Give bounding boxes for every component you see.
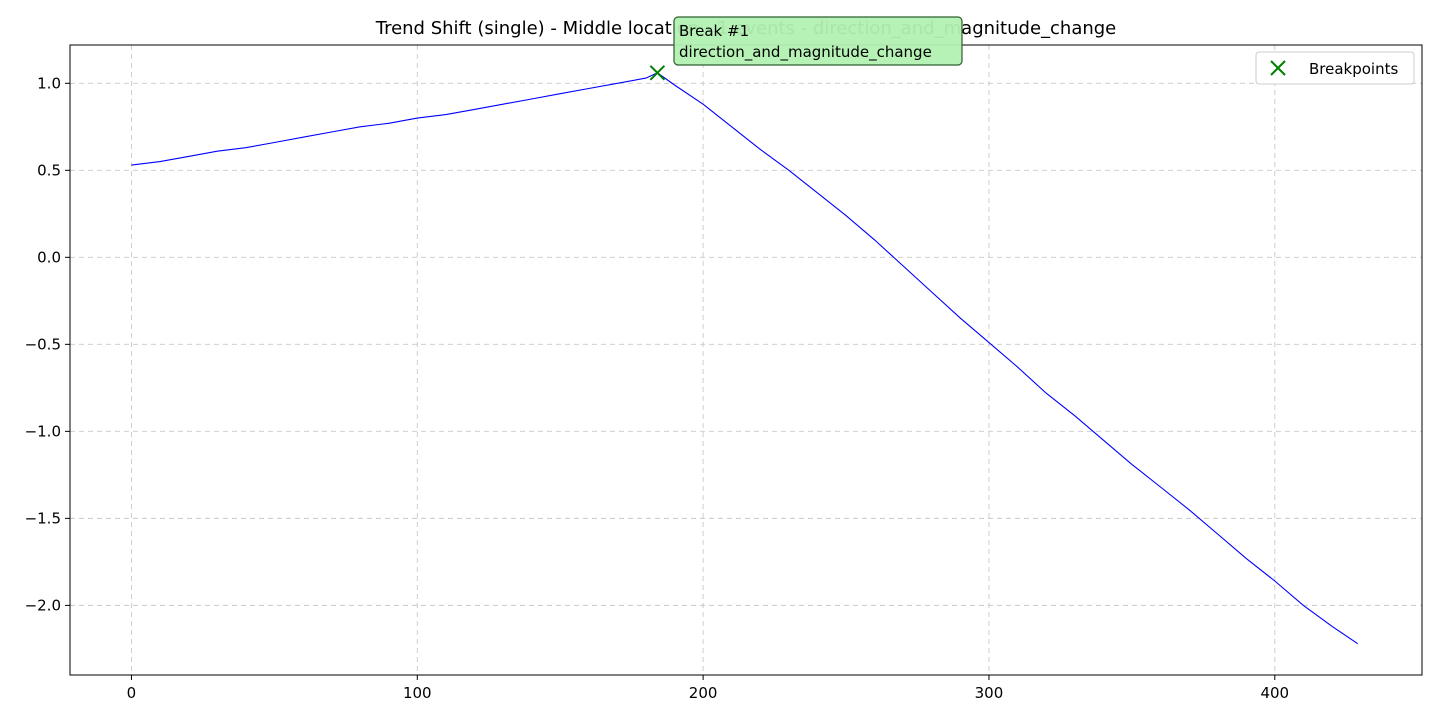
x-tick-label: 300 <box>975 684 1004 702</box>
breakpoint-marker <box>649 65 666 81</box>
y-tick-label: −0.5 <box>25 335 61 353</box>
grid <box>70 45 1422 675</box>
y-tick-label: −1.5 <box>25 509 61 527</box>
legend-box <box>1255 51 1415 85</box>
y-tick-label: −1.0 <box>25 422 61 440</box>
legend-label: Breakpoints <box>1309 60 1398 78</box>
y-tick-label: 1.0 <box>37 74 61 92</box>
legend: Breakpoints <box>1255 51 1415 85</box>
breakpoint-markers <box>649 65 666 81</box>
x-tick-label: 100 <box>403 684 432 702</box>
series-line <box>131 72 1359 645</box>
annotation-line-1: Break #1 <box>679 22 749 40</box>
y-tick-label: 0.5 <box>37 161 61 179</box>
x-tick-label: 200 <box>689 684 718 702</box>
y-tick-label: −2.0 <box>25 596 61 614</box>
y-tick-label: 0.0 <box>37 248 61 266</box>
annotation-line-2: direction_and_magnitude_change <box>679 43 932 62</box>
annotation-box <box>673 16 963 66</box>
y-axis: 1.0 0.5 0.0 −0.5 −1.0 −1.5 −2.0 <box>25 74 70 614</box>
breakpoint-marker-stroke <box>649 65 666 81</box>
x-tick-label: 400 <box>1260 684 1289 702</box>
legend-marker-x-icon <box>1270 60 1286 76</box>
x-axis: 0 100 200 300 400 <box>127 675 1289 702</box>
breakpoint-annotation: Break #1 direction_and_magnitude_change <box>673 16 963 66</box>
x-tick-label: 0 <box>127 684 137 702</box>
